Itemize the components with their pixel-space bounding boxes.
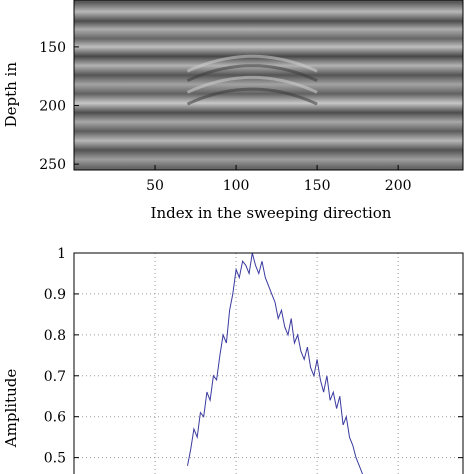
y-tick-label: 0.8 <box>44 328 66 344</box>
x-tick-label: 100 <box>223 178 250 194</box>
amplitude-axes: 1 0.9 0.8 0.7 0.6 0.5 <box>44 246 463 467</box>
radargram-image <box>74 0 463 170</box>
amplitude-series <box>187 253 364 474</box>
radargram-ylabel: Depth in <box>2 62 20 128</box>
amplitude-panel: 1 0.9 0.8 0.7 0.6 0.5 Amplitude <box>2 246 464 474</box>
hyperbola-arc <box>186 64 318 83</box>
y-tick-label: 1 <box>57 246 66 262</box>
hyperbola-arc <box>186 75 318 94</box>
y-tick-label: 250 <box>39 157 66 173</box>
y-tick-label: 200 <box>39 99 66 115</box>
amplitude-frame <box>73 252 464 474</box>
x-tick-label: 50 <box>146 178 164 194</box>
y-tick-label: 0.7 <box>44 369 66 385</box>
amplitude-ylabel: Amplitude <box>2 369 20 449</box>
radargram-xlabel: Index in the sweeping direction <box>151 204 392 222</box>
hyperbola-arc <box>186 87 318 106</box>
amplitude-line <box>187 253 364 474</box>
y-tick-label: 0.6 <box>44 410 66 426</box>
x-tick-label: 200 <box>385 178 412 194</box>
y-tick-label: 0.5 <box>44 451 66 467</box>
y-tick-label: 150 <box>39 40 66 56</box>
y-tick-label: 0.9 <box>44 287 66 303</box>
x-tick-label: 150 <box>304 178 331 194</box>
hyperbola-arc <box>186 54 318 73</box>
radargram-panel: 50 100 150 200 150 200 250 Depth in Index in t… <box>2 0 464 222</box>
hyperbola-reflection <box>186 54 318 106</box>
radargram-frame <box>73 0 464 171</box>
radargram-axes: 50 100 150 200 150 200 250 <box>39 40 411 194</box>
